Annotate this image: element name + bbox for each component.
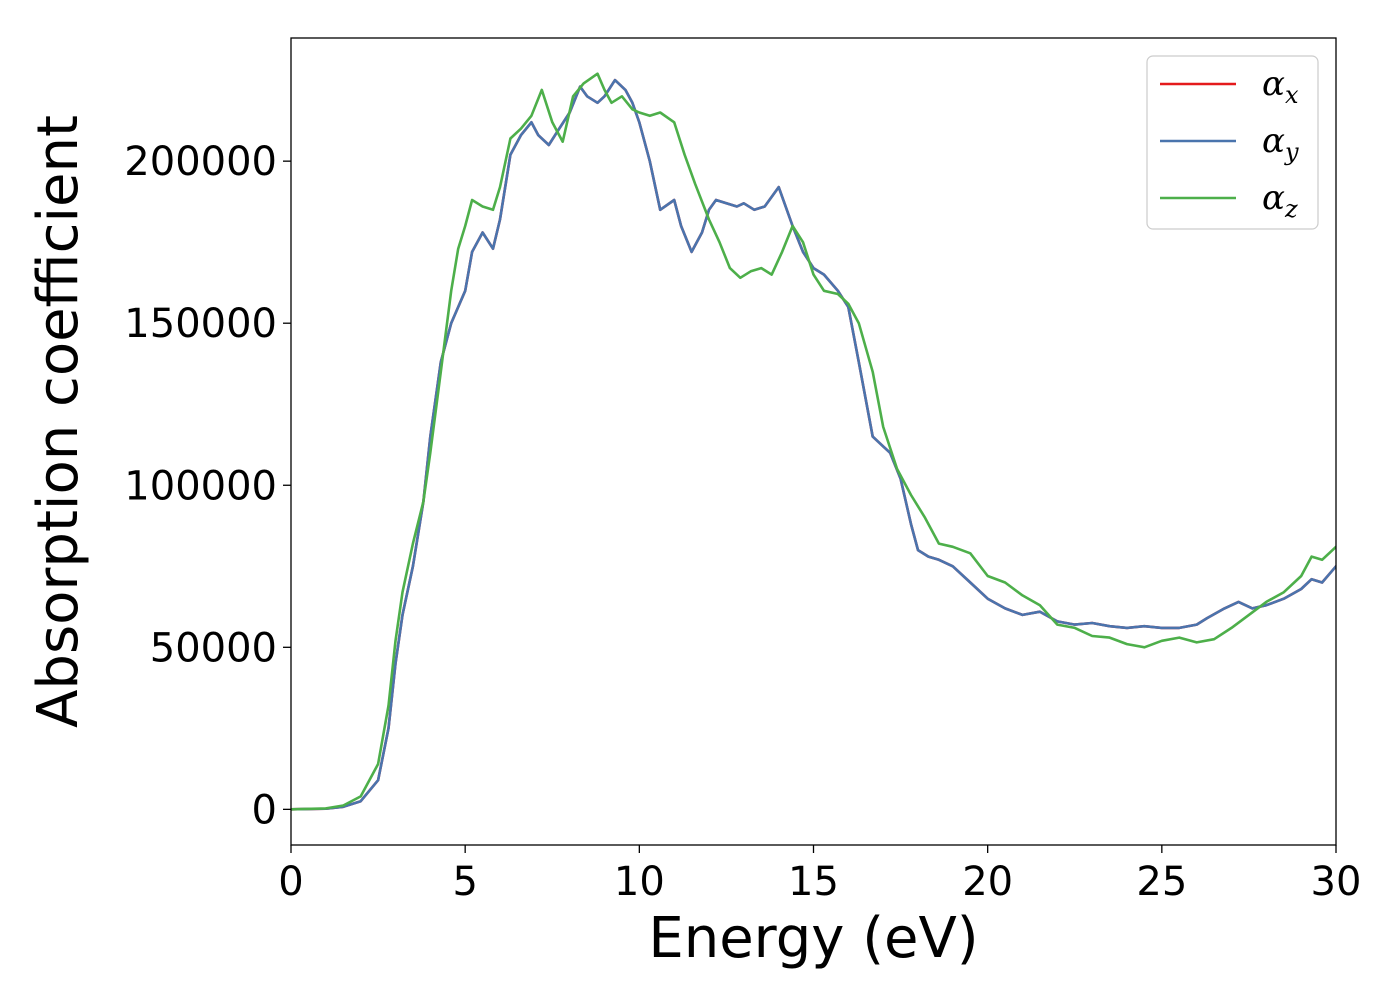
y-tick-label: 100000 bbox=[124, 463, 277, 509]
series-line-z bbox=[291, 72, 1336, 811]
x-tick-label: 15 bbox=[788, 859, 839, 905]
legend-label-y: αy bbox=[1262, 121, 1299, 166]
x-axis-ticks: 0 5 10 15 20 25 30 bbox=[278, 845, 1361, 905]
x-tick-label: 25 bbox=[1136, 859, 1187, 905]
x-tick-label: 5 bbox=[452, 859, 477, 905]
y-axis-ticks: 0 50000 100000 150000 200000 bbox=[124, 139, 291, 833]
y-tick-label: 200000 bbox=[124, 139, 277, 185]
series-line-y bbox=[291, 78, 1336, 811]
y-tick-label: 50000 bbox=[150, 625, 277, 671]
legend-label-x: αx bbox=[1262, 64, 1299, 109]
x-tick-label: 10 bbox=[614, 859, 665, 905]
legend-label-z: αz bbox=[1262, 178, 1298, 223]
y-tick-label: 0 bbox=[252, 787, 277, 833]
x-tick-label: 30 bbox=[1311, 859, 1362, 905]
y-axis-label: Absorption coefficient bbox=[26, 115, 91, 728]
x-axis-label: Energy (eV) bbox=[648, 906, 978, 971]
x-tick-label: 0 bbox=[278, 859, 303, 905]
legend-box bbox=[1146, 55, 1319, 230]
x-tick-label: 20 bbox=[962, 859, 1013, 905]
legend: αx αy αz bbox=[1146, 55, 1319, 230]
series-group bbox=[291, 72, 1336, 811]
y-tick-label: 150000 bbox=[124, 301, 277, 347]
